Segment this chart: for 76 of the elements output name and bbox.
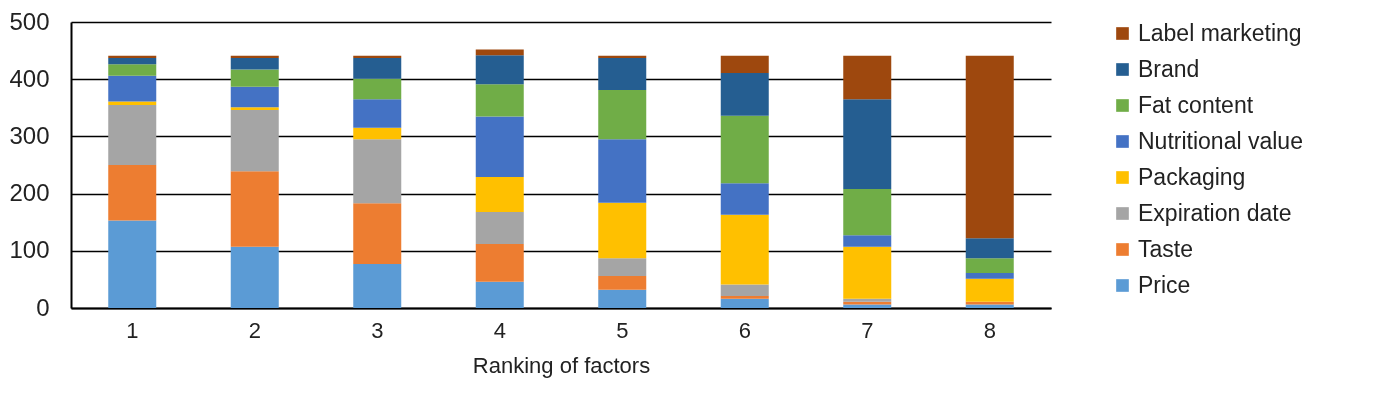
- bar: [108, 220, 157, 308]
- x-tick-label: 1: [126, 317, 139, 343]
- x-tick-label: 3: [371, 317, 384, 343]
- bar: [108, 165, 157, 221]
- y-tick-label: 100: [9, 236, 50, 264]
- bar: [353, 203, 402, 264]
- y-tick-label: 200: [9, 179, 50, 207]
- x-tick-label: 2: [248, 317, 261, 343]
- legend-label: Expiration date: [1138, 199, 1292, 226]
- bar: [353, 139, 402, 204]
- bar: [230, 246, 279, 308]
- bar: [843, 99, 892, 190]
- bar: [965, 278, 1014, 302]
- bar: [230, 58, 279, 70]
- bar: [598, 202, 647, 259]
- bar: [598, 90, 647, 140]
- bar: [720, 72, 769, 116]
- bar: [230, 86, 279, 108]
- bar: [965, 238, 1014, 259]
- bar: [108, 75, 157, 102]
- bar: [965, 258, 1014, 274]
- bar: [720, 284, 769, 296]
- x-tick-label: 4: [493, 317, 506, 343]
- bar: [353, 127, 402, 140]
- bar: [475, 281, 524, 308]
- bar: [230, 110, 279, 172]
- legend-label: Brand: [1138, 55, 1200, 82]
- bar: [108, 104, 157, 165]
- bar: [353, 58, 402, 79]
- y-tick-label: 500: [9, 7, 50, 35]
- bar: [475, 49, 524, 56]
- legend-label: Taste: [1138, 235, 1193, 262]
- x-tick-label: 7: [861, 317, 874, 343]
- bar: [843, 246, 892, 299]
- legend-label: Packaging: [1138, 163, 1246, 190]
- bar: [353, 78, 402, 100]
- bar: [353, 99, 402, 128]
- bar: [108, 58, 157, 65]
- bar: [108, 64, 157, 76]
- bar: [720, 115, 769, 184]
- bar: [475, 55, 524, 85]
- bar: [598, 258, 647, 276]
- bar: [475, 243, 524, 282]
- x-axis-title: Ranking of factors: [472, 352, 651, 378]
- bar: [475, 116, 524, 178]
- bar: [965, 273, 1014, 279]
- x-tick-label: 8: [983, 317, 996, 343]
- bar: [475, 211, 524, 244]
- bar: [720, 183, 769, 215]
- legend-label: Nutritional value: [1138, 127, 1303, 154]
- bar: [843, 235, 892, 247]
- y-tick-label: 300: [9, 121, 50, 149]
- bar: [598, 139, 647, 203]
- bar: [230, 171, 279, 247]
- bar: [720, 295, 769, 299]
- bar: [598, 289, 647, 308]
- legend-label: Label marketing: [1138, 19, 1302, 46]
- y-tick-label: 0: [36, 293, 50, 321]
- y-tick-label: 400: [9, 64, 50, 92]
- bar: [353, 263, 402, 308]
- legend-label: Price: [1138, 271, 1191, 298]
- bar: [598, 58, 647, 91]
- bar: [720, 298, 769, 308]
- bar: [598, 275, 647, 290]
- bar: [475, 177, 524, 212]
- x-tick-label: 6: [738, 317, 751, 343]
- bar: [475, 84, 524, 117]
- legend-label: Fat content: [1138, 91, 1254, 118]
- bar: [965, 55, 1014, 239]
- bar: [720, 55, 769, 73]
- bar: [843, 55, 892, 100]
- x-tick-label: 5: [616, 317, 629, 343]
- bar: [230, 69, 279, 87]
- bar: [720, 214, 769, 285]
- bar: [230, 107, 279, 111]
- bar: [843, 189, 892, 236]
